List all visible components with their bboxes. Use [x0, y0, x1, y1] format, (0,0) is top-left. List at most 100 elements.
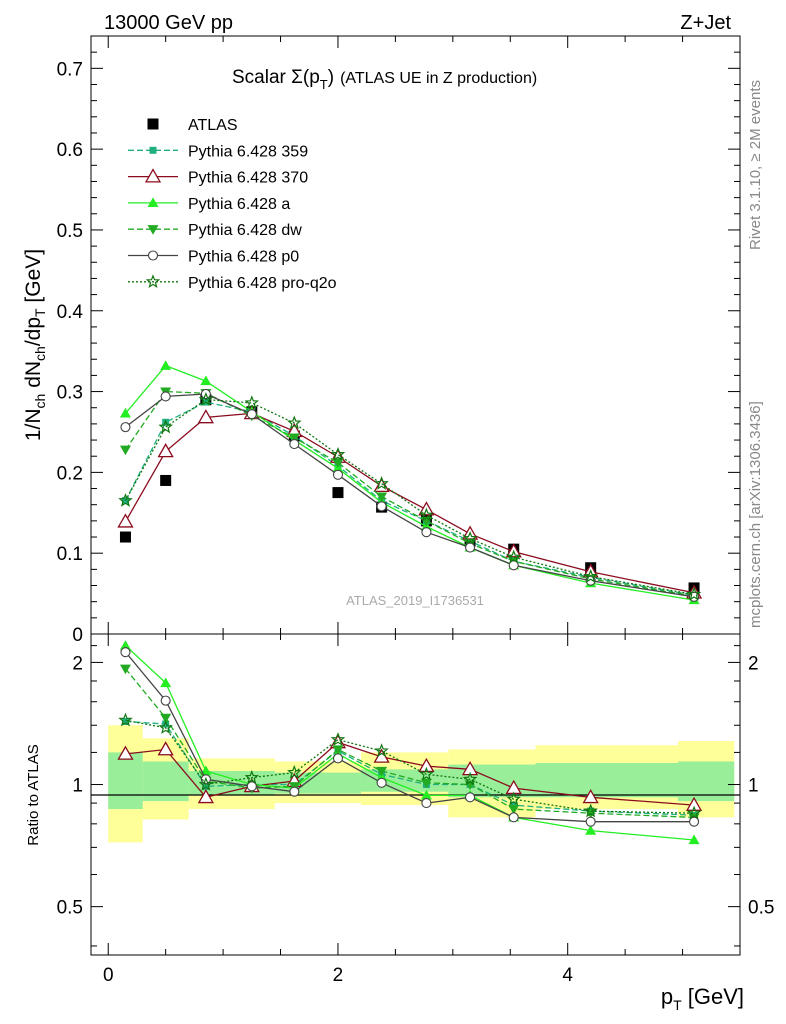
ratio-point-dw: [420, 778, 432, 789]
data-point-proq2o: [583, 568, 598, 583]
legend-label-p0: Pythia 6.428 p0: [188, 249, 299, 266]
ratio-point-p370: [418, 757, 435, 773]
legend-label-p370: Pythia 6.428 370: [188, 170, 308, 187]
data-point-p0: [289, 439, 300, 450]
ratio-line-p0: [124, 651, 695, 823]
title-rest: (ATLAS UE in Z production): [340, 70, 537, 87]
ratio-tick-label: 0.5: [57, 898, 83, 919]
data-point-proq2o: [686, 586, 702, 601]
ratio-line-p359: [125, 720, 695, 816]
ratio-point-proq2o: [118, 712, 133, 727]
data-point-proq2o: [118, 493, 133, 507]
ratio-point-p0: [246, 781, 257, 792]
legend-marker-data: [147, 118, 159, 130]
y-tick-label: 0.5: [57, 221, 83, 242]
ratio-line-p370: [125, 741, 695, 806]
x-tick-label: 4: [562, 965, 573, 986]
legend-label-dw: Pythia 6.428 dw: [188, 222, 302, 239]
legend-marker-p359: [149, 146, 157, 154]
ratio-point-p0: [120, 647, 131, 658]
legend-label-data: ATLAS: [188, 117, 238, 134]
ratio-point-a: [160, 677, 172, 688]
ratio-point-p0: [421, 798, 432, 809]
ratio-point-p370: [117, 745, 134, 760]
data-point-proq2o: [374, 476, 389, 490]
energy-label: 13000 GeV pp: [104, 12, 233, 34]
ratio-point-p359: [162, 720, 170, 728]
data-point-proq2o: [506, 549, 521, 564]
data-point-dw: [376, 492, 388, 503]
process-label: Z+Jet: [680, 12, 731, 34]
title-close: ): [328, 67, 334, 88]
band-inner: [448, 764, 536, 798]
ratio-point-proq2o: [244, 769, 260, 784]
ratio-y-ticks: 0.5 0.5 1 1 2 2: [57, 645, 774, 947]
data-point-proq2o: [419, 507, 434, 522]
ratio-point-proq2o: [583, 803, 598, 818]
ratio-point-dw: [376, 766, 388, 777]
x-axis-label: pT [GeV]: [661, 984, 744, 1013]
ratio-point-proq2o: [287, 764, 302, 779]
ratio-point-proq2o: [330, 732, 346, 746]
ratio-tick-label: 2: [72, 653, 83, 674]
ratio-point-a: [585, 825, 597, 835]
ratio-tick-label-right: 1: [748, 776, 759, 797]
data-point-p0: [246, 409, 257, 420]
y-tick-label: 0.7: [57, 59, 83, 80]
y-tick-label: 0.3: [57, 383, 83, 404]
y-tick-label: 0.2: [57, 463, 83, 484]
data-point-proq2o: [198, 391, 214, 406]
data-point-p370: [117, 513, 134, 528]
y-tick-label: 0.4: [57, 302, 84, 323]
ratio-point-a: [420, 789, 432, 800]
legend-marker-p370: [144, 168, 162, 183]
ratio-point-p359: [121, 718, 129, 726]
mcplots-label: mcplots.cern.ch [arXiv:1306.3436]: [747, 401, 764, 628]
legend: ATLAS Pythia 6.428 359 Pythia 6.428 370 Pyt…: [128, 117, 337, 292]
data-point-proq2o: [158, 419, 173, 434]
ratio-point-p0: [289, 786, 300, 797]
y-tick-label: 0: [72, 625, 83, 646]
ratio-series: [117, 640, 703, 845]
series-line-proq2o: [124, 398, 695, 596]
data-point-a: [200, 375, 212, 386]
legend-marker-p0: [147, 250, 159, 261]
series-line-p370: [124, 412, 695, 594]
ratio-point-p0: [332, 753, 344, 764]
data-point-p0: [376, 501, 387, 512]
rivet-label: Rivet 3.1.10, ≥ 2M events: [747, 80, 764, 250]
ratio-point-proq2o: [462, 771, 478, 786]
legend-label-p359: Pythia 6.428 359: [188, 143, 308, 160]
data-point-dw: [332, 458, 344, 469]
legend-label-proq2o: Pythia 6.428 pro-q2o: [188, 275, 337, 292]
ratio-point-proq2o: [506, 791, 521, 806]
ratio-point-proq2o: [158, 720, 173, 734]
ratio-point-p0: [465, 792, 476, 803]
ratio-point-dw: [332, 745, 344, 755]
data-point-a: [119, 407, 131, 418]
ratio-tick-label: 1: [72, 776, 83, 797]
ratio-x-ticks: 0 2 4: [103, 634, 741, 986]
ratio-point-p0: [508, 812, 519, 823]
data-point-p0: [465, 542, 476, 553]
ratio-line-a: [125, 645, 695, 841]
ratio-point-p370: [685, 796, 703, 811]
main-y-ticks: 0 0.1 0.2 0.3 0.4 0.5 0.6 0.7: [57, 51, 740, 646]
main-series: [117, 360, 703, 605]
ratio-point-dw: [508, 804, 520, 815]
data-point-p0: [508, 560, 519, 571]
main-panel: 0 0.1 0.2 0.3 0.4 0.5 0.6 0.7 ATLAS_2019_I17365…: [57, 35, 741, 646]
ratio-tick-label-right: 0.5: [748, 898, 774, 919]
x-tick-label: 2: [333, 965, 344, 986]
ratio-point-p370: [157, 741, 174, 756]
ratio-point-dw: [119, 664, 131, 675]
ratio-point-a: [688, 834, 700, 845]
legend-marker-a: [147, 197, 159, 208]
data-point-atlas: [160, 474, 172, 486]
ratio-point-proq2o: [686, 805, 702, 820]
series-line-p359: [124, 401, 695, 596]
data-point-proq2o: [244, 395, 260, 410]
data-point-proq2o: [287, 415, 302, 430]
data-point-proq2o: [462, 530, 478, 545]
